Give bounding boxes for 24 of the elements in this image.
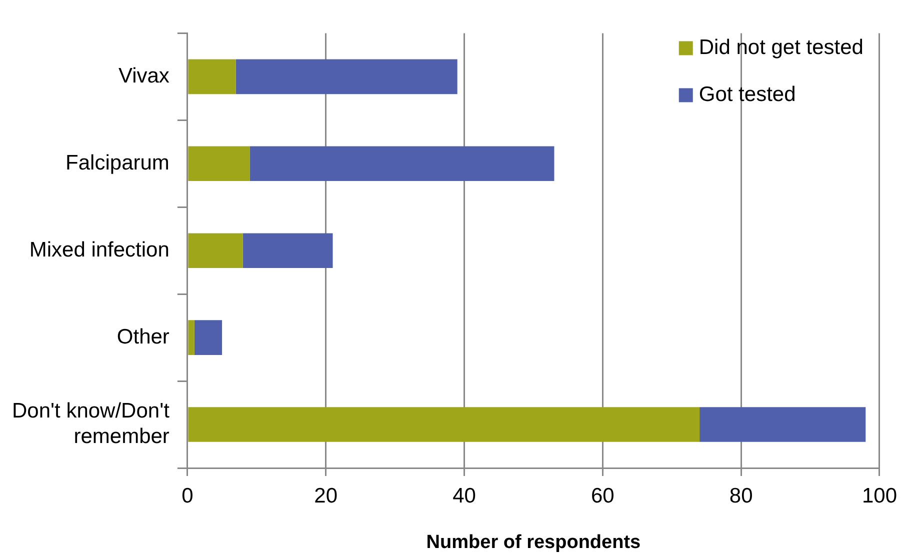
bar xyxy=(194,320,222,355)
bar xyxy=(188,407,700,442)
bar xyxy=(700,407,866,442)
bar xyxy=(250,146,554,182)
x-tick-label: 100 xyxy=(862,484,898,508)
x-axis-title: Number of respondents xyxy=(426,532,641,553)
x-tick-label: 80 xyxy=(729,484,753,508)
y-tick-label: Mixed infection xyxy=(29,238,170,262)
y-tick-label: Other xyxy=(116,325,170,348)
bar xyxy=(188,233,243,268)
x-tick-label: 40 xyxy=(452,484,476,508)
bar xyxy=(236,59,458,94)
x-tick-label: 20 xyxy=(314,484,338,508)
bar xyxy=(188,146,250,182)
x-tick-label: 60 xyxy=(590,484,614,508)
legend-label: Did not get tested xyxy=(698,36,864,59)
bar xyxy=(188,320,194,355)
x-tick-label: 0 xyxy=(182,484,194,508)
y-tick-label: Vivax xyxy=(118,64,170,88)
bar xyxy=(242,233,333,268)
bar xyxy=(188,59,236,94)
y-tick-label: Falciparum xyxy=(66,151,170,174)
legend-label: Got tested xyxy=(698,82,796,106)
y-tick-label: Don't know/Don't remember xyxy=(12,400,170,448)
